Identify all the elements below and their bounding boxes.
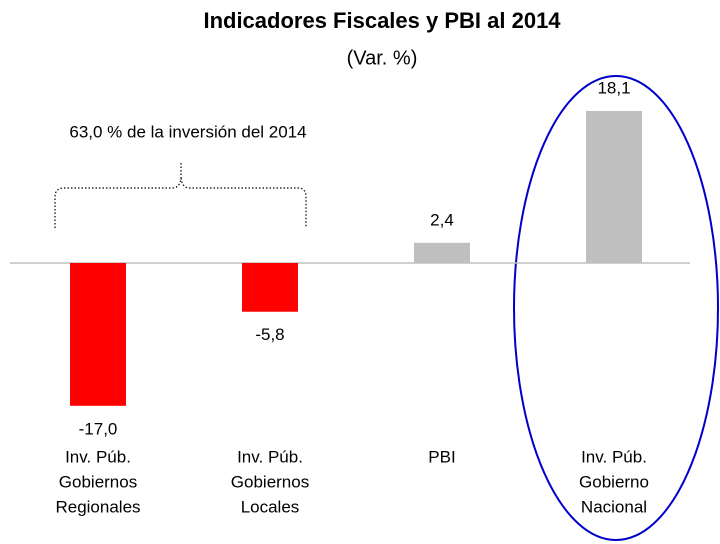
value-label: -17,0 (79, 419, 118, 438)
bar (70, 263, 126, 406)
annotation: 63,0 % de la inversión del 2014 (69, 122, 306, 141)
value-label: 18,1 (597, 78, 630, 97)
x-tick-label: Inv. Púb. (581, 447, 647, 466)
x-tick-label: Gobiernos (231, 472, 309, 491)
brace (54, 162, 307, 228)
x-tick-label: Inv. Púb. (237, 447, 303, 466)
x-tick-label: Gobierno (579, 472, 649, 491)
x-tick-label: Locales (241, 497, 300, 516)
x-tick-label: PBI (428, 447, 455, 466)
bar (414, 242, 470, 263)
chart-title: Indicadores Fiscales y PBI al 2014 (203, 8, 561, 33)
x-tick-label: Inv. Púb. (65, 447, 131, 466)
x-tick-label: Nacional (581, 497, 647, 516)
value-label: 2,4 (430, 210, 454, 229)
x-tick-label: Regionales (55, 497, 140, 516)
highlight-ellipse (513, 75, 719, 541)
chart-subtitle: (Var. %) (347, 47, 418, 69)
bar (242, 263, 298, 312)
value-label: -5,8 (255, 325, 284, 344)
x-tick-label: Gobiernos (59, 472, 137, 491)
bar (586, 110, 642, 264)
